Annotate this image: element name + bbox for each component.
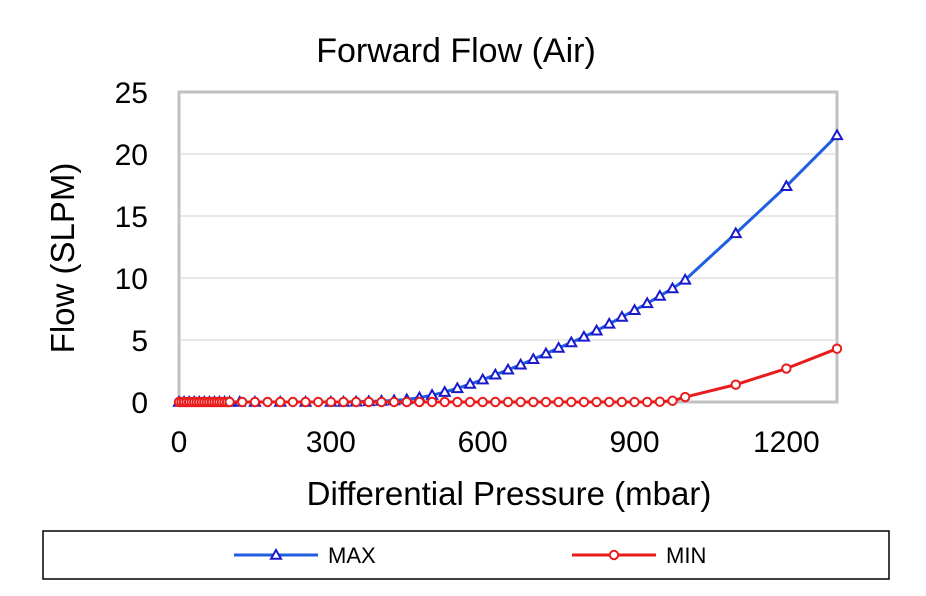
series-min bbox=[173, 343, 843, 408]
data-point bbox=[262, 396, 273, 408]
data-point bbox=[830, 128, 844, 141]
data-point bbox=[401, 396, 412, 408]
x-axis-label: Differential Pressure (mbar) bbox=[307, 475, 712, 512]
data-point bbox=[779, 179, 794, 191]
data-point bbox=[388, 396, 400, 408]
data-point bbox=[629, 396, 640, 408]
data-point bbox=[224, 396, 235, 408]
data-point bbox=[615, 310, 629, 322]
data-point bbox=[604, 396, 615, 408]
data-point bbox=[667, 395, 678, 406]
x-tick-label: 900 bbox=[610, 426, 660, 459]
data-point bbox=[249, 396, 261, 408]
data-point bbox=[439, 396, 450, 408]
data-point bbox=[363, 396, 375, 408]
data-point bbox=[513, 357, 528, 370]
data-point bbox=[464, 396, 476, 408]
data-point bbox=[678, 272, 692, 285]
data-point bbox=[269, 547, 283, 560]
data-point bbox=[450, 381, 465, 394]
x-tick-label: 600 bbox=[458, 426, 508, 459]
data-point bbox=[665, 281, 680, 294]
data-point bbox=[528, 396, 539, 408]
data-point bbox=[653, 288, 667, 301]
y-tick-label: 5 bbox=[131, 325, 148, 358]
chart-title: Forward Flow (Air) bbox=[316, 32, 596, 70]
x-axis: 0 300 600 900 1200 bbox=[171, 426, 820, 459]
data-point bbox=[589, 323, 604, 336]
data-point bbox=[553, 396, 564, 408]
data-point bbox=[540, 396, 552, 408]
data-point bbox=[591, 396, 602, 408]
data-point bbox=[300, 396, 311, 408]
data-point bbox=[452, 396, 463, 408]
data-point bbox=[477, 396, 488, 408]
data-point bbox=[578, 396, 590, 408]
data-point bbox=[312, 396, 324, 408]
data-point bbox=[627, 303, 642, 315]
legend-frame bbox=[42, 530, 890, 580]
legend-label: MIN bbox=[666, 543, 706, 568]
data-point bbox=[602, 316, 616, 329]
data-point bbox=[654, 396, 666, 407]
data-point bbox=[551, 341, 566, 353]
legend-item-max: MAX bbox=[234, 543, 376, 568]
y-tick-label: 0 bbox=[131, 387, 148, 420]
data-point bbox=[641, 396, 653, 408]
data-point bbox=[831, 343, 843, 354]
data-point bbox=[338, 396, 349, 408]
data-point bbox=[616, 396, 628, 408]
plot-frame bbox=[177, 90, 839, 404]
data-point bbox=[287, 396, 299, 408]
series-max bbox=[172, 128, 844, 407]
data-point bbox=[539, 346, 553, 359]
series-line bbox=[179, 347, 838, 404]
x-tick-label: 1200 bbox=[753, 426, 820, 459]
data-point bbox=[730, 379, 741, 390]
y-tick-label: 20 bbox=[115, 139, 148, 172]
y-tick-label: 15 bbox=[115, 201, 148, 234]
y-axis-label: Flow (SLPM) bbox=[44, 163, 81, 354]
data-point bbox=[781, 363, 792, 374]
y-axis: 0 5 10 15 20 25 bbox=[115, 77, 148, 420]
data-point bbox=[577, 329, 591, 342]
data-point bbox=[463, 377, 477, 389]
data-point bbox=[515, 396, 526, 408]
data-point bbox=[376, 396, 387, 408]
plot-area: 0 5 10 15 20 25 0 300 600 900 1200 bbox=[115, 77, 844, 459]
data-point bbox=[679, 391, 691, 403]
data-point bbox=[237, 396, 248, 408]
data-point bbox=[350, 396, 362, 408]
data-point bbox=[438, 385, 452, 397]
data-point bbox=[325, 396, 337, 408]
data-point bbox=[502, 396, 514, 408]
series-line bbox=[179, 134, 839, 404]
data-point bbox=[526, 352, 541, 364]
x-tick-label: 0 bbox=[171, 426, 188, 459]
legend-items: MAX MIN bbox=[234, 543, 706, 568]
data-point bbox=[488, 367, 503, 380]
data-point bbox=[501, 362, 515, 375]
data-point bbox=[729, 226, 743, 239]
data-point bbox=[608, 549, 620, 561]
legend: MAX MIN bbox=[42, 530, 890, 580]
y-tick-label: 10 bbox=[115, 263, 148, 296]
data-point bbox=[566, 396, 577, 408]
data-point bbox=[475, 372, 490, 385]
data-point bbox=[414, 396, 425, 408]
data-point bbox=[490, 396, 501, 408]
series-layer bbox=[172, 128, 844, 408]
legend-item-min: MIN bbox=[572, 543, 706, 568]
gridlines bbox=[179, 153, 837, 341]
x-tick-label: 300 bbox=[306, 426, 356, 459]
data-point bbox=[426, 396, 438, 408]
legend-label: MAX bbox=[328, 543, 376, 568]
data-point bbox=[275, 396, 286, 408]
data-point bbox=[564, 335, 578, 348]
y-tick-label: 25 bbox=[115, 77, 148, 110]
data-point bbox=[640, 296, 654, 309]
